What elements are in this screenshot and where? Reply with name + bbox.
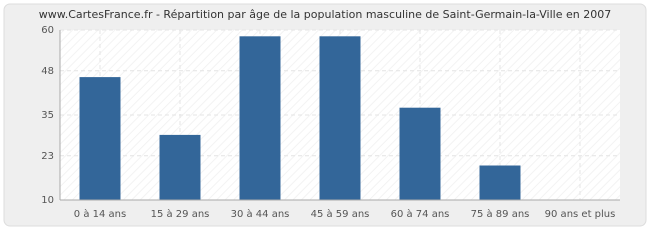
bar [159, 134, 201, 201]
x-tick-label: 15 à 29 ans [151, 208, 210, 220]
x-tick-label: 60 à 74 ans [391, 208, 450, 220]
x-tick-label: 0 à 14 ans [74, 208, 126, 220]
bar [479, 165, 521, 201]
x-tick-label: 45 à 59 ans [311, 208, 370, 220]
x-tick-label: 90 ans et plus [545, 209, 616, 220]
y-tick-label: 48 [41, 66, 54, 77]
x-tick-label: 75 à 89 ans [471, 208, 530, 220]
chart-title: www.CartesFrance.fr - Répartition par âg… [39, 8, 611, 21]
bar [239, 36, 281, 201]
bar [399, 107, 441, 201]
y-tick-label: 60 [41, 25, 54, 36]
bar [319, 36, 361, 201]
y-tick-label: 10 [41, 195, 54, 206]
y-tick-label: 23 [41, 151, 54, 162]
y-tick-label: 35 [41, 110, 54, 121]
bar [79, 77, 121, 201]
chart: www.CartesFrance.fr - Répartition par âg… [3, 3, 647, 227]
x-tick-label: 30 à 44 ans [231, 208, 290, 220]
